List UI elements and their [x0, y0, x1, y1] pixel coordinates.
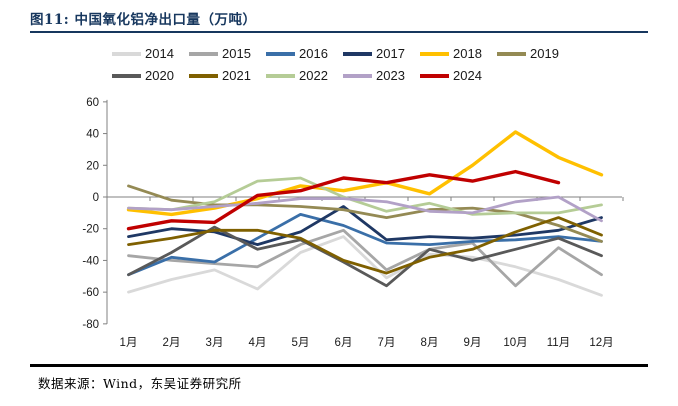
legend-label: 2024 [453, 68, 482, 83]
legend-swatch-2016 [266, 52, 295, 56]
x-axis-label: 6月 [335, 337, 353, 349]
legend-swatch-2019 [497, 52, 526, 56]
x-axis-label: 3月 [206, 337, 224, 349]
legend-label: 2014 [145, 46, 174, 61]
legend-label: 2015 [222, 46, 251, 61]
legend-swatch-2018 [420, 52, 449, 56]
series-line-2021 [127, 216, 603, 275]
legend-item-2018: 2018 [420, 47, 482, 61]
series-line-2018 [126, 130, 604, 217]
legend-swatch-2023 [343, 74, 372, 78]
y-axis-label: -40 [82, 255, 99, 267]
y-axis-label: 40 [86, 129, 99, 141]
legend-swatch-2014 [112, 52, 141, 56]
x-axis-label: 5月 [292, 337, 310, 349]
x-axis-label: 8月 [421, 337, 439, 349]
legend-item-2019: 2019 [497, 47, 559, 61]
footer-rule [30, 364, 648, 367]
series-line-2015 [127, 228, 603, 288]
chart-legend: 2014 2015 2016 2017 2018 2019 2020 2021 2022 2023… [0, 0, 678, 90]
legend-label: 2018 [453, 46, 482, 61]
legend-item-2020: 2020 [112, 69, 174, 83]
x-axis-label: 10月 [503, 337, 527, 349]
legend-label: 2016 [299, 46, 328, 61]
series-line-2014 [127, 235, 603, 297]
x-axis-label: 9月 [464, 337, 482, 349]
y-axis-label: 60 [86, 97, 99, 109]
legend-item-2016: 2016 [266, 47, 328, 61]
series-line-2024 [126, 169, 561, 231]
legend-item-2022: 2022 [266, 69, 328, 83]
series-line-2016 [127, 212, 603, 277]
y-axis-label: -80 [82, 319, 99, 331]
legend-item-2023: 2023 [343, 69, 405, 83]
x-axis-label: 2月 [163, 337, 181, 349]
legend-label: 2019 [530, 46, 559, 61]
x-axis-label: 12月 [589, 337, 613, 349]
legend-swatch-2015 [189, 52, 218, 56]
y-axis-label: -20 [82, 224, 99, 236]
figure-title: 图11: 中国氧化铝净出口量（万吨） [30, 12, 257, 28]
legend-item-2014: 2014 [112, 47, 174, 61]
x-axis-label: 7月 [378, 337, 396, 349]
legend-swatch-2022 [266, 74, 295, 78]
x-axis-label: 4月 [249, 337, 267, 349]
x-axis-label: 1月 [120, 337, 138, 349]
series-line-2022 [127, 176, 603, 216]
legend-swatch-2021 [189, 74, 218, 78]
legend-label: 2017 [376, 46, 405, 61]
legend-label: 2021 [222, 68, 251, 83]
title-rule [30, 31, 648, 33]
legend-label: 2022 [299, 68, 328, 83]
legend-item-2017: 2017 [343, 47, 405, 61]
x-axis-label: 11月 [547, 337, 570, 349]
y-axis-label: -60 [82, 287, 99, 299]
y-axis-label: 20 [86, 160, 99, 172]
legend-swatch-2024 [420, 74, 449, 78]
legend-swatch-2017 [343, 52, 372, 56]
series-line-2023 [127, 195, 603, 223]
data-source-note: 数据来源：Wind，东吴证券研究所 [38, 376, 242, 391]
legend-item-2021: 2021 [189, 69, 251, 83]
y-axis-label: 0 [93, 192, 99, 204]
legend-item-2024: 2024 [420, 69, 482, 83]
legend-swatch-2020 [112, 74, 141, 78]
legend-label: 2023 [376, 68, 405, 83]
legend-label: 2020 [145, 68, 174, 83]
legend-item-2015: 2015 [189, 47, 251, 61]
